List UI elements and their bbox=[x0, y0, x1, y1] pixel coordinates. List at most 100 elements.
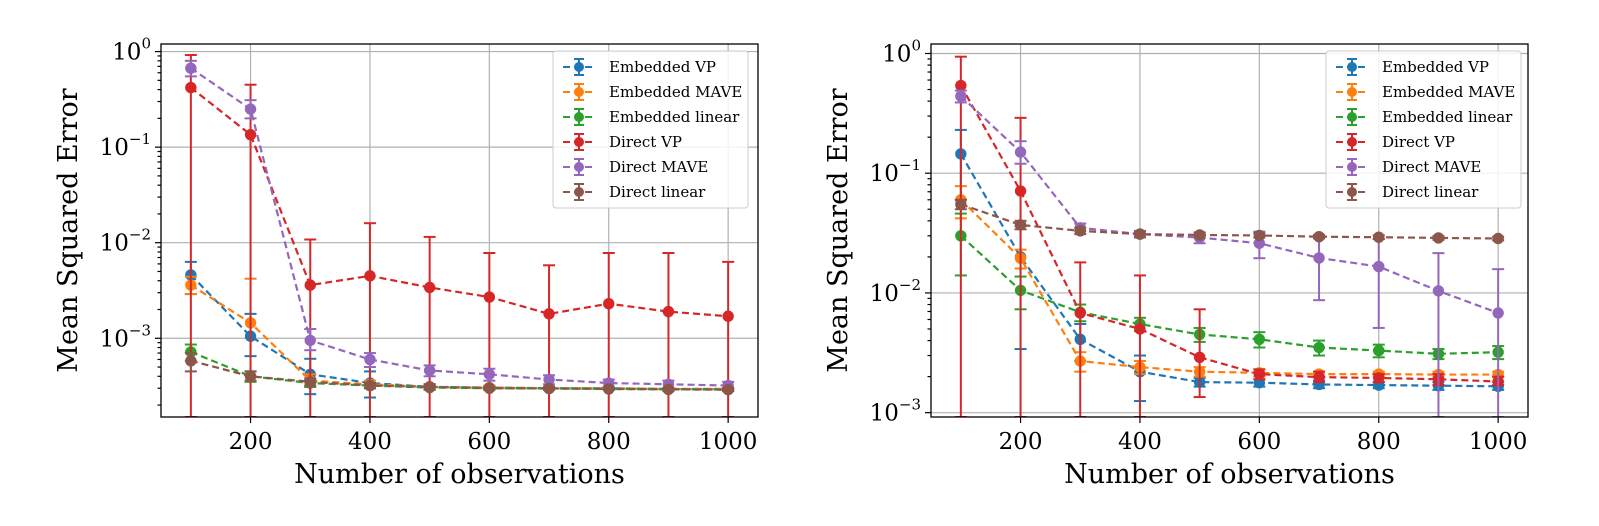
data-point bbox=[364, 270, 376, 282]
legend-marker bbox=[1347, 112, 1357, 122]
legend-label: Embedded linear bbox=[1382, 108, 1513, 126]
data-point bbox=[1373, 231, 1385, 243]
data-point bbox=[244, 370, 257, 382]
y-axis-label: Mean Squared Error bbox=[53, 88, 84, 372]
y-tick-label: 10−2 bbox=[100, 226, 151, 257]
series-embedded-mave bbox=[954, 185, 1505, 381]
data-point bbox=[423, 364, 436, 377]
legend-label: Direct VP bbox=[1382, 133, 1455, 151]
y-tick-label: 10−3 bbox=[100, 321, 151, 352]
x-tick-label: 800 bbox=[587, 429, 631, 455]
legend-marker bbox=[574, 187, 584, 197]
data-point bbox=[483, 382, 496, 394]
legend-box bbox=[552, 50, 749, 209]
x-axis-label: Number of observations bbox=[1064, 459, 1395, 490]
data-point bbox=[543, 382, 555, 395]
data-point bbox=[662, 305, 675, 318]
data-point bbox=[483, 368, 496, 380]
data-point bbox=[1253, 333, 1266, 345]
x-tick-label: 600 bbox=[467, 429, 511, 455]
panel-1: 200 400 600 800 1000 10−3 10−2 10−1 100 Number of… bbox=[53, 35, 759, 490]
legend-item: Direct linear bbox=[563, 183, 706, 201]
data-point bbox=[955, 79, 967, 92]
series-direct-linear bbox=[184, 352, 735, 396]
series-line bbox=[959, 84, 1499, 383]
legend-marker bbox=[574, 112, 584, 122]
y-tick-label: 10−2 bbox=[870, 276, 921, 307]
data-point bbox=[955, 198, 967, 210]
y-tick-label: 10−1 bbox=[870, 156, 921, 187]
series-embedded-mave bbox=[184, 275, 735, 395]
legend-label: Direct linear bbox=[1382, 183, 1479, 201]
data-point bbox=[1134, 323, 1146, 335]
data-point bbox=[185, 355, 197, 367]
data-point bbox=[304, 279, 316, 291]
legend-item: Embedded VP bbox=[563, 58, 716, 76]
data-point bbox=[1432, 285, 1445, 297]
data-point bbox=[1373, 344, 1385, 357]
data-point bbox=[1373, 260, 1385, 273]
data-point bbox=[603, 383, 615, 395]
y-axis-label: Mean Squared Error bbox=[823, 88, 854, 372]
legend-marker bbox=[1347, 62, 1357, 72]
panel-2: 200 400 600 800 1000 10−3 10−2 10−1 100 Number of… bbox=[823, 36, 1529, 490]
data-point bbox=[244, 128, 257, 141]
series-direct-vp bbox=[954, 55, 1505, 417]
legend-marker bbox=[574, 162, 584, 172]
legend-item: Direct VP bbox=[1336, 133, 1455, 151]
legend-item: Embedded VP bbox=[1336, 58, 1489, 76]
series-line bbox=[960, 95, 1499, 315]
legend-marker bbox=[574, 87, 584, 97]
data-point bbox=[1313, 371, 1325, 383]
data-point bbox=[304, 376, 316, 388]
x-axis-label: Number of observations bbox=[294, 459, 625, 490]
data-point bbox=[483, 291, 496, 303]
legend-item: Direct linear bbox=[1336, 183, 1479, 201]
data-point bbox=[1492, 307, 1504, 319]
y-tick-label: 10−3 bbox=[870, 396, 921, 427]
legend-box bbox=[1325, 50, 1522, 209]
data-point bbox=[543, 308, 555, 320]
data-point bbox=[1193, 229, 1206, 241]
x-tick-label: 800 bbox=[1357, 429, 1401, 455]
data-point bbox=[1134, 228, 1146, 240]
legend-item: Embedded linear bbox=[1336, 108, 1513, 126]
legend-item: Embedded MAVE bbox=[563, 83, 742, 101]
data-point bbox=[244, 103, 257, 115]
series-line bbox=[960, 234, 1499, 355]
legend-marker bbox=[574, 62, 584, 72]
legend-label: Embedded MAVE bbox=[609, 83, 742, 101]
legend-label: Direct linear bbox=[609, 183, 706, 201]
legend-label: Direct MAVE bbox=[609, 158, 708, 176]
data-point bbox=[722, 383, 734, 396]
legend-label: Direct VP bbox=[609, 133, 682, 151]
y-tick-label: 10−1 bbox=[100, 130, 151, 161]
data-point bbox=[1014, 146, 1027, 158]
data-point bbox=[185, 81, 197, 94]
series-line bbox=[190, 67, 729, 387]
legend-item: Direct MAVE bbox=[1336, 158, 1481, 176]
legend-marker bbox=[1347, 162, 1357, 172]
legend-marker bbox=[1347, 87, 1357, 97]
panel-2-plot-area bbox=[954, 55, 1505, 417]
panel-1-frame bbox=[160, 43, 759, 418]
x-tick-label: 1000 bbox=[1469, 429, 1528, 455]
data-point bbox=[185, 62, 197, 74]
data-point bbox=[423, 381, 436, 393]
data-point bbox=[364, 353, 376, 366]
data-point bbox=[1313, 252, 1325, 264]
data-point bbox=[1253, 229, 1266, 242]
data-point bbox=[955, 90, 967, 102]
x-tick-label: 400 bbox=[1118, 429, 1162, 455]
panel-1-legend: Embedded VP Embedded MAVE Embedded linear D… bbox=[552, 50, 749, 209]
data-point bbox=[1373, 372, 1385, 384]
data-point bbox=[304, 334, 316, 347]
legend-item: Direct MAVE bbox=[563, 158, 708, 176]
data-point bbox=[364, 379, 376, 392]
legend-marker bbox=[574, 137, 584, 147]
data-point bbox=[1432, 232, 1445, 244]
series-line bbox=[190, 359, 729, 391]
data-point bbox=[1014, 185, 1027, 197]
y-tick-label: 100 bbox=[112, 35, 151, 66]
